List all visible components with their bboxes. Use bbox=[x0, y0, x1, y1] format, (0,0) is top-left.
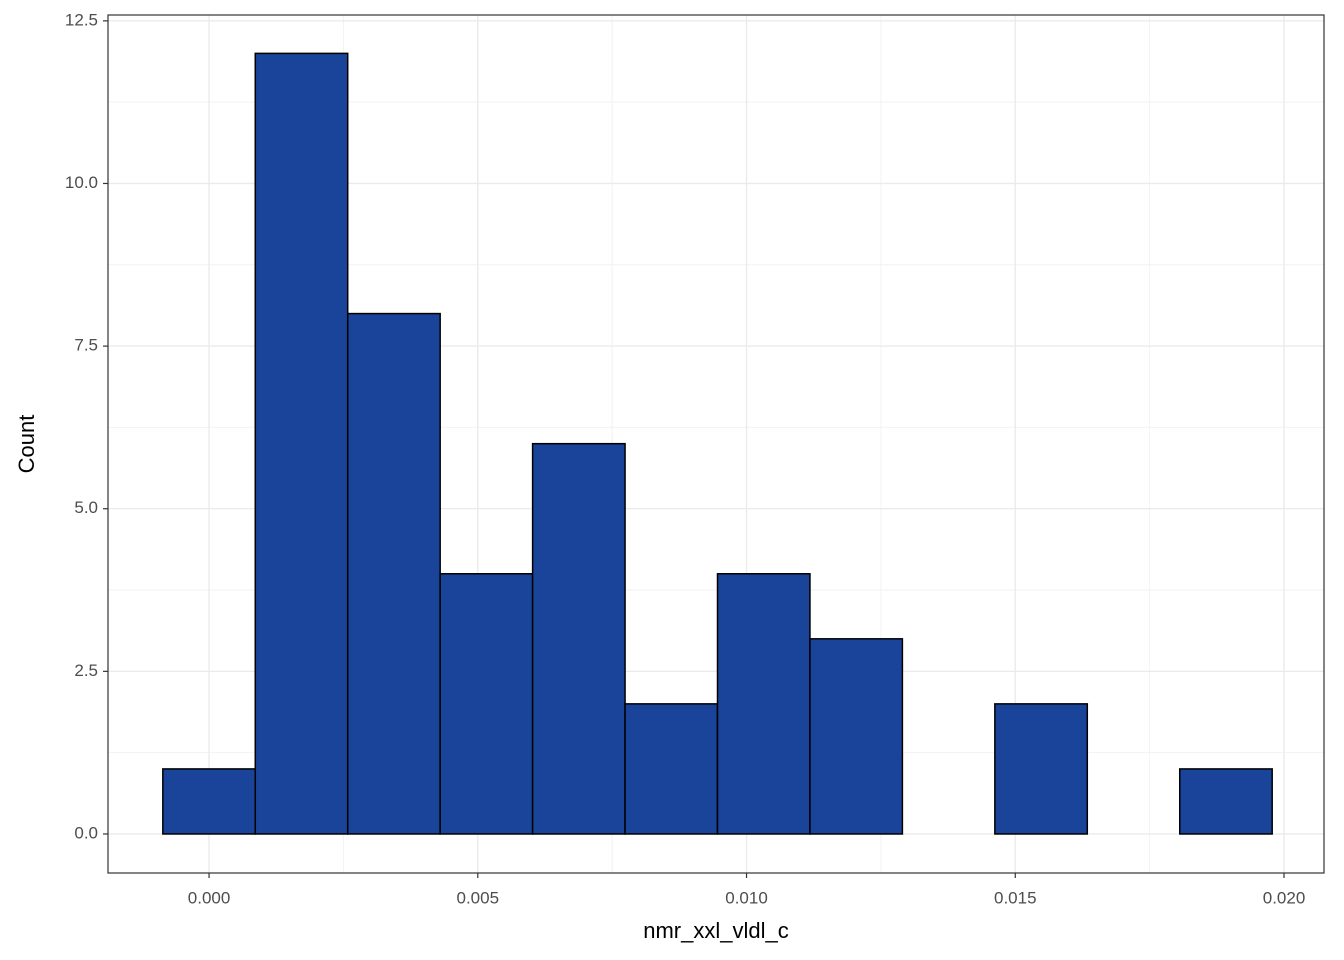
y-tick-label: 2.5 bbox=[74, 661, 98, 680]
y-tick-label: 12.5 bbox=[65, 10, 98, 29]
x-tick-label: 0.020 bbox=[1263, 888, 1306, 907]
bar bbox=[439, 573, 534, 835]
panel-border bbox=[107, 14, 1325, 874]
bar bbox=[624, 703, 719, 835]
bar bbox=[809, 638, 904, 835]
x-tick-label: 0.000 bbox=[188, 888, 231, 907]
bar bbox=[716, 573, 811, 835]
x-tick-label: 0.005 bbox=[457, 888, 500, 907]
y-axis-title: Count bbox=[14, 415, 39, 474]
bar bbox=[531, 442, 626, 835]
x-axis-title: nmr_xxl_vldl_c bbox=[643, 918, 789, 943]
bar bbox=[162, 768, 257, 835]
y-tick-label: 7.5 bbox=[74, 336, 98, 355]
bar bbox=[1178, 768, 1273, 835]
x-tick-label: 0.015 bbox=[994, 888, 1037, 907]
x-tick-label: 0.010 bbox=[725, 888, 768, 907]
bar bbox=[254, 52, 349, 835]
y-tick-label: 0.0 bbox=[74, 823, 98, 842]
y-tick-label: 10.0 bbox=[65, 173, 98, 192]
bars bbox=[162, 52, 1273, 835]
y-tick-label: 5.0 bbox=[74, 498, 98, 517]
bar bbox=[346, 312, 441, 835]
bar bbox=[994, 703, 1089, 835]
